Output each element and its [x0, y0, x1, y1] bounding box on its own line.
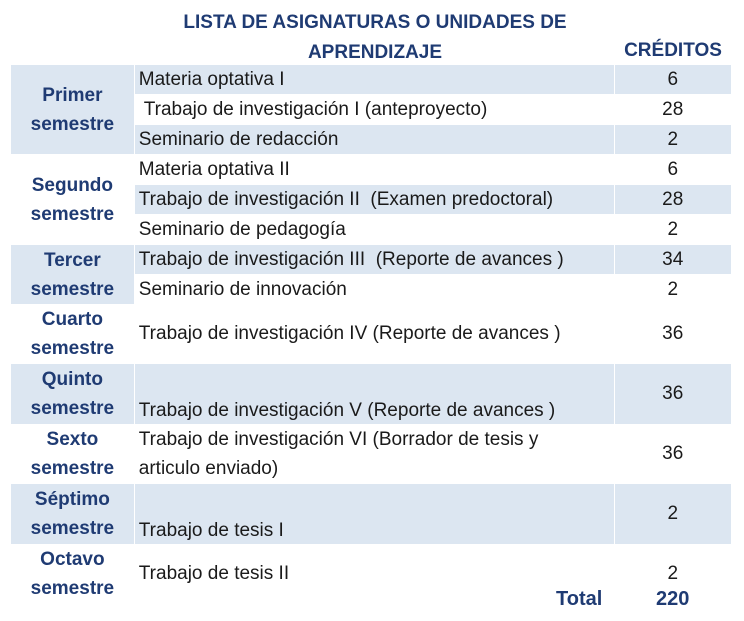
subject-name: Trabajo de investigación IV (Reporte de … [133, 304, 615, 364]
semester-label: Primer semestre [10, 64, 135, 155]
table-row: Segundo semestre Materia optativa II 6 [10, 154, 732, 245]
table-row: Tercer semestre Trabajo de investigación … [10, 244, 732, 305]
subject-credits: 2 [613, 124, 732, 155]
total-label: Total [556, 588, 603, 610]
subject-credits: 36 [613, 424, 732, 484]
subject-name: Seminario de innovación [133, 274, 615, 305]
table-row: Séptimo semestre Trabajo de tesis I 2 [10, 483, 732, 545]
credits-header: CRÉDITOS [624, 40, 722, 61]
semester-label: Cuarto semestre [10, 304, 135, 364]
subject-name: Trabajo de investigación II (Examen pred… [133, 184, 615, 215]
semester-label: Tercer semestre [10, 244, 135, 305]
subject-credits: 6 [613, 154, 732, 185]
table-row: Seminario de innovación 2 [11, 274, 732, 305]
semester-label: Séptimo semestre [10, 483, 135, 545]
subject-name: Seminario de redacción [133, 124, 615, 155]
subject-credits: 34 [613, 244, 732, 275]
subject-name: Materia optativa II [133, 154, 615, 185]
table-row: Primer semestre Materia optativa I 6 [10, 64, 732, 155]
table-row: Trabajo de investigación II (Examen pred… [11, 184, 732, 215]
subject-name: Trabajo de investigación VI (Borrador de… [133, 424, 615, 484]
semester-label: Segundo semestre [10, 154, 135, 245]
table-row: Trabajo de investigación I (anteproyecto… [11, 94, 732, 125]
subject-credits: 2 [613, 544, 732, 604]
subject-credits: 2 [613, 214, 732, 245]
semester-label: Octavo semestre [10, 544, 135, 604]
subject-credits: 36 [613, 304, 732, 364]
subject-credits: 2 [613, 274, 732, 305]
subject-credits: 28 [613, 184, 732, 215]
table-row: Quinto semestre Trabajo de investigación … [10, 363, 732, 425]
table-title-line1: LISTA DE ASIGNATURAS O UNIDADES DE [183, 12, 567, 33]
subject-name: Trabajo de investigación III (Reporte de… [133, 244, 615, 275]
subject-credits: 6 [613, 64, 732, 95]
subject-credits: 2 [613, 483, 732, 545]
subject-name: Trabajo de tesis II [133, 544, 615, 604]
total-value: 220 [656, 588, 690, 610]
semester-label: Quinto semestre [10, 363, 135, 425]
subject-name: Seminario de pedagogía [133, 214, 615, 245]
subjects-table: Primer semestre Materia optativa I 6 Trab… [10, 64, 732, 604]
table-row: Seminario de pedagogía 2 [11, 214, 732, 245]
table-row: Sexto semestre Trabajo de investigación V… [10, 424, 732, 484]
subject-name: Trabajo de investigación I (anteproyecto… [133, 94, 615, 125]
subject-credits: 28 [613, 94, 732, 125]
subject-name: Trabajo de tesis I [133, 483, 615, 545]
table-row: Octavo semestre Trabajo de tesis II 2 [10, 544, 732, 604]
table-title: LISTA DE ASIGNATURAS O UNIDADES DE APREN… [130, 8, 620, 68]
semester-label: Sexto semestre [10, 424, 135, 484]
subject-name: Materia optativa I [133, 64, 615, 95]
subject-name: Trabajo de investigación V (Reporte de a… [133, 363, 615, 425]
table-title-line2: APRENDIZAJE [307, 42, 443, 63]
table-row: Cuarto semestre Trabajo de investigación … [10, 304, 732, 364]
subject-credits: 36 [613, 363, 732, 425]
